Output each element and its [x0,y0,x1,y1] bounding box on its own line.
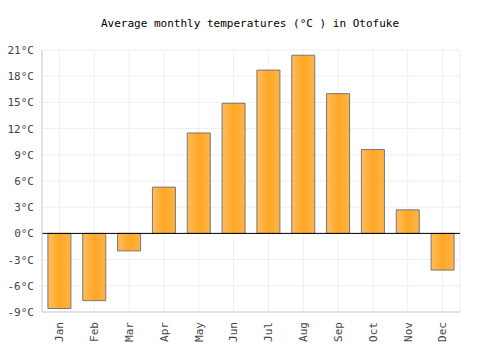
svg-text:9°C: 9°C [14,149,34,162]
svg-text:Sep: Sep [332,322,345,342]
svg-text:0°C: 0°C [14,227,34,240]
svg-text:Jun: Jun [227,322,240,342]
svg-text:Dec: Dec [436,322,449,342]
svg-text:12°C: 12°C [8,123,34,136]
html-text:Average monthly temperatures (: Average monthly temperatures (°C ) in Ot… [101,17,399,30]
svg-text:Jan: Jan [53,322,66,342]
svg-text:-6°C: -6°C [8,280,34,293]
svg-text:18°C: 18°C [8,70,34,83]
svg-text:Oct: Oct [367,322,380,342]
svg-text:-9°C: -9°C [8,306,34,319]
svg-text:-3°C: -3°C [8,254,34,267]
svg-text:21°C: 21°C [8,44,34,57]
svg-text:May: May [193,322,206,342]
svg-text:3°C: 3°C [14,201,34,214]
svg-text:15°C: 15°C [8,96,34,109]
svg-text:Nov: Nov [402,322,415,342]
svg-text:Apr: Apr [158,322,171,342]
svg-text:Jul: Jul [262,322,275,342]
svg-text:6°C: 6°C [14,175,34,188]
svg-text:Aug: Aug [297,322,310,342]
svg-text:Feb: Feb [88,322,101,342]
svg-text:Mar: Mar [123,322,136,342]
